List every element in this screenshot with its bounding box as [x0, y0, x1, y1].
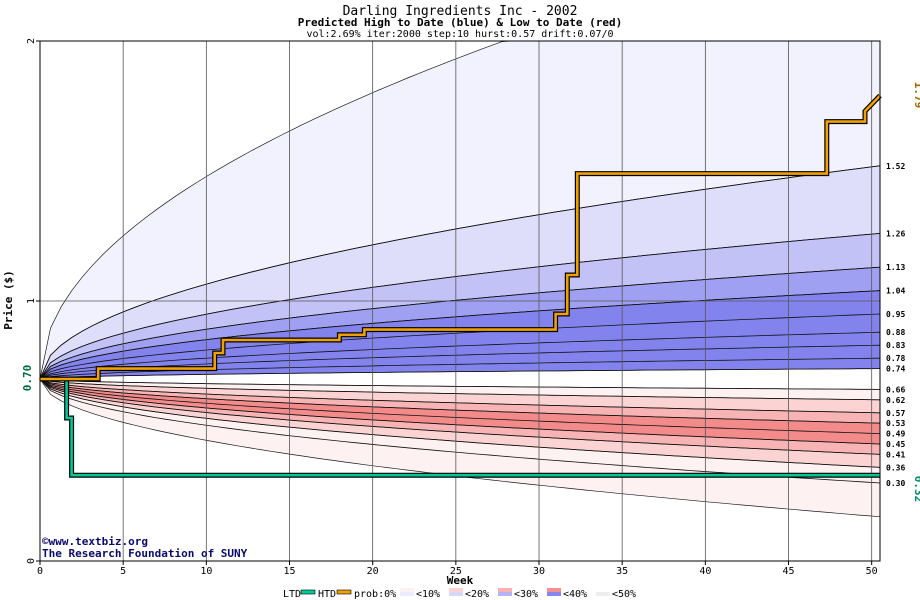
percentile-line: [39, 331, 881, 380]
right-level-label: 1.26: [886, 229, 905, 238]
x-tick-label: 45: [782, 566, 794, 577]
start-price-label: 0.70: [21, 365, 34, 392]
right-percentile-labels: 1.52 1.26 1.13 1.04 0.95 0.88 0.83 0.78 0.74 0.66…: [886, 162, 905, 488]
right-level-label: 0.53: [886, 419, 905, 428]
percentile-line: [39, 378, 881, 390]
y-tick-label: 1: [26, 298, 37, 304]
legend: LTD HTD prob:0% <10% <20% <30% <40% <50%: [283, 588, 636, 600]
legend-swatch-high: [547, 592, 561, 596]
percentile-line: [39, 313, 881, 380]
legend-level-label: <30%: [514, 589, 538, 600]
right-level-label: 0.30: [886, 479, 905, 488]
percentile-line: [39, 378, 881, 434]
htd-line: [40, 94, 881, 381]
legend-swatch-high: [400, 592, 414, 596]
chart-title: Darling Ingredients Inc - 2002: [343, 4, 578, 19]
x-axis-label: Week: [447, 574, 474, 587]
percentile-line: [39, 378, 881, 455]
right-level-label: 0.88: [886, 328, 905, 337]
legend-swatch-high: [449, 592, 463, 596]
legend-level-label: <40%: [563, 589, 587, 600]
percentile-line: [39, 344, 881, 380]
percentile-line: [39, 233, 881, 380]
chart-subtitle: Predicted High to Date (blue) & Low to D…: [298, 16, 623, 29]
credit-organization: The Research Foundation of SUNY: [42, 547, 248, 560]
right-level-label: 0.49: [886, 430, 905, 439]
right-level-label: 1.52: [886, 162, 905, 171]
percentile-line: [39, 378, 881, 424]
right-level-label: 0.62: [886, 396, 905, 405]
right-level-label: 0.57: [886, 409, 905, 418]
legend-level-label: <10%: [416, 589, 440, 600]
legend-level-label: <50%: [612, 589, 636, 600]
right-level-label: 0.45: [886, 440, 905, 449]
percentile-line: [39, 378, 881, 468]
series-lines: [40, 93, 882, 478]
legend-htd-swatch: [336, 589, 352, 595]
x-tick-label: 20: [367, 566, 379, 577]
probability-bands: [38, 40, 881, 518]
percentile-line: [39, 378, 881, 414]
x-tick-label: 5: [120, 566, 126, 577]
legend-prob-label: prob:0%: [354, 589, 396, 600]
right-level-label: 0.74: [886, 365, 905, 374]
y-tick-label: 2: [26, 38, 37, 44]
x-tick-label: 15: [283, 566, 295, 577]
legend-swatch-low: [596, 588, 610, 592]
legend-swatch-high: [596, 592, 610, 596]
x-tick-label: 30: [533, 566, 545, 577]
right-level-label: 0.41: [886, 450, 905, 459]
credit-website: ©www.textbiz.org: [42, 535, 148, 548]
x-tick-label: 40: [699, 566, 711, 577]
right-level-label: 0.78: [886, 354, 905, 363]
x-axis-ticks: 0 5 10 15 20 25 30 35 40 45 50: [37, 561, 878, 577]
x-tick-label: 10: [200, 566, 212, 577]
legend-levels: <10% <20% <30% <40% <50%: [400, 588, 636, 600]
legend-level-label: <20%: [465, 589, 489, 600]
percentile-line: [39, 266, 881, 380]
legend-swatch-low: [547, 588, 561, 592]
legend-swatch-low: [400, 588, 414, 592]
legend-swatch-high: [498, 592, 512, 596]
y-axis-label: Price ($): [2, 270, 15, 330]
right-level-label: 0.83: [886, 341, 905, 350]
y-axis-ticks: 0 1 2: [26, 38, 40, 564]
legend-htd-label: HTD: [318, 589, 336, 600]
legend-swatch-low: [449, 588, 463, 592]
x-tick-label: 50: [866, 566, 878, 577]
x-tick-label: 25: [450, 566, 462, 577]
legend-swatch-low: [498, 588, 512, 592]
y-tick-label: 0: [26, 558, 37, 564]
percentile-line: [39, 165, 881, 380]
x-tick-label: 0: [37, 566, 43, 577]
right-level-label: 0.95: [886, 310, 905, 319]
legend-ltd-swatch: [300, 589, 316, 595]
chart-params: vol:2.69% iter:2000 step:10 hurst:0.57 d…: [306, 29, 613, 40]
right-level-label: 1.04: [886, 287, 905, 296]
ltd-final-label: 0.32: [912, 476, 920, 503]
percentile-line: [39, 290, 881, 380]
htd-final-label: 1.79: [912, 82, 920, 109]
x-tick-label: 35: [616, 566, 628, 577]
legend-ltd-label: LTD: [283, 589, 301, 600]
right-level-label: 0.66: [886, 385, 905, 394]
right-level-label: 0.36: [886, 463, 905, 472]
percentile-line: [39, 378, 881, 401]
right-level-label: 1.13: [886, 263, 905, 272]
percentile-line: [39, 378, 881, 445]
percentile-line: [39, 368, 881, 380]
